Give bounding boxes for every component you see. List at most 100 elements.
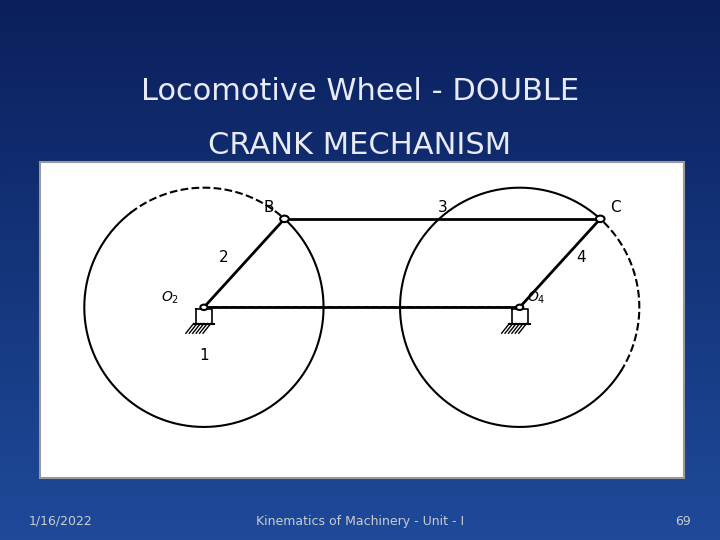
Bar bbox=[0, 32, 720, 38]
Bar bbox=[0, 335, 720, 340]
Bar bbox=[0, 270, 720, 275]
Bar bbox=[0, 178, 720, 184]
Circle shape bbox=[596, 215, 605, 222]
Circle shape bbox=[516, 305, 523, 310]
Bar bbox=[0, 243, 720, 248]
Bar bbox=[0, 432, 720, 437]
Bar bbox=[0, 27, 720, 32]
Bar bbox=[0, 119, 720, 124]
Bar bbox=[0, 329, 720, 335]
Bar bbox=[0, 292, 720, 297]
Text: Locomotive Wheel - DOUBLE: Locomotive Wheel - DOUBLE bbox=[141, 77, 579, 106]
Bar bbox=[0, 86, 720, 92]
Text: B: B bbox=[264, 200, 274, 214]
Bar bbox=[0, 421, 720, 427]
Text: 1/16/2022: 1/16/2022 bbox=[29, 515, 93, 528]
Bar bbox=[0, 130, 720, 135]
Bar bbox=[0, 49, 720, 54]
Bar bbox=[0, 216, 720, 221]
Bar bbox=[0, 378, 720, 383]
Bar bbox=[0, 124, 720, 130]
Bar bbox=[0, 259, 720, 265]
Bar bbox=[0, 140, 720, 146]
Bar bbox=[0, 11, 720, 16]
Bar bbox=[0, 302, 720, 308]
Text: CRANK MECHANISM: CRANK MECHANISM bbox=[208, 131, 512, 160]
Bar bbox=[0, 167, 720, 173]
Bar bbox=[0, 535, 720, 540]
Bar bbox=[0, 502, 720, 508]
Text: 69: 69 bbox=[675, 515, 691, 528]
Bar bbox=[0, 70, 720, 76]
Bar bbox=[0, 184, 720, 189]
Bar bbox=[0, 400, 720, 405]
Bar bbox=[0, 0, 720, 5]
Bar bbox=[0, 524, 720, 529]
Bar bbox=[0, 513, 720, 518]
Bar bbox=[0, 410, 720, 416]
Bar bbox=[0, 486, 720, 491]
Bar bbox=[0, 173, 720, 178]
Bar bbox=[0, 254, 720, 259]
Bar bbox=[0, 491, 720, 497]
Bar bbox=[0, 319, 720, 324]
FancyBboxPatch shape bbox=[40, 162, 684, 478]
Bar bbox=[0, 389, 720, 394]
Bar bbox=[0, 157, 720, 162]
Bar bbox=[0, 394, 720, 400]
Bar bbox=[0, 221, 720, 227]
Bar bbox=[0, 265, 720, 270]
Bar bbox=[0, 5, 720, 11]
Bar bbox=[0, 470, 720, 475]
Bar bbox=[0, 313, 720, 319]
Bar bbox=[0, 151, 720, 157]
Bar bbox=[0, 59, 720, 65]
Bar bbox=[0, 324, 720, 329]
Bar bbox=[0, 232, 720, 238]
Circle shape bbox=[200, 305, 207, 310]
Bar bbox=[0, 481, 720, 486]
Text: $O_4$: $O_4$ bbox=[527, 289, 545, 306]
Bar bbox=[0, 427, 720, 432]
Bar bbox=[0, 367, 720, 373]
Text: 4: 4 bbox=[576, 250, 585, 265]
Text: $O_2$: $O_2$ bbox=[161, 289, 179, 306]
Bar bbox=[0, 238, 720, 243]
Bar bbox=[0, 497, 720, 502]
Text: 2: 2 bbox=[219, 250, 228, 265]
Bar bbox=[0, 448, 720, 454]
Bar bbox=[0, 275, 720, 281]
Bar bbox=[0, 508, 720, 513]
Bar bbox=[0, 146, 720, 151]
Polygon shape bbox=[512, 309, 528, 323]
Bar bbox=[0, 103, 720, 108]
Bar bbox=[0, 22, 720, 27]
Bar bbox=[0, 346, 720, 351]
Bar bbox=[0, 81, 720, 86]
Bar bbox=[0, 135, 720, 140]
Bar bbox=[0, 108, 720, 113]
Bar bbox=[0, 113, 720, 119]
Bar bbox=[0, 362, 720, 367]
Bar bbox=[0, 373, 720, 378]
Bar bbox=[0, 383, 720, 389]
Text: 1: 1 bbox=[199, 348, 209, 363]
Bar bbox=[0, 454, 720, 459]
Bar bbox=[0, 518, 720, 524]
Bar bbox=[0, 308, 720, 313]
Bar bbox=[0, 76, 720, 81]
Bar bbox=[0, 475, 720, 481]
Bar bbox=[0, 97, 720, 103]
Bar bbox=[0, 38, 720, 43]
Text: C: C bbox=[611, 200, 621, 214]
Bar bbox=[0, 92, 720, 97]
Bar bbox=[0, 286, 720, 292]
Bar bbox=[0, 205, 720, 211]
Bar bbox=[0, 416, 720, 421]
Bar bbox=[0, 297, 720, 302]
Bar bbox=[0, 351, 720, 356]
Bar bbox=[0, 43, 720, 49]
Bar bbox=[0, 356, 720, 362]
Bar bbox=[0, 529, 720, 535]
Polygon shape bbox=[196, 309, 212, 323]
